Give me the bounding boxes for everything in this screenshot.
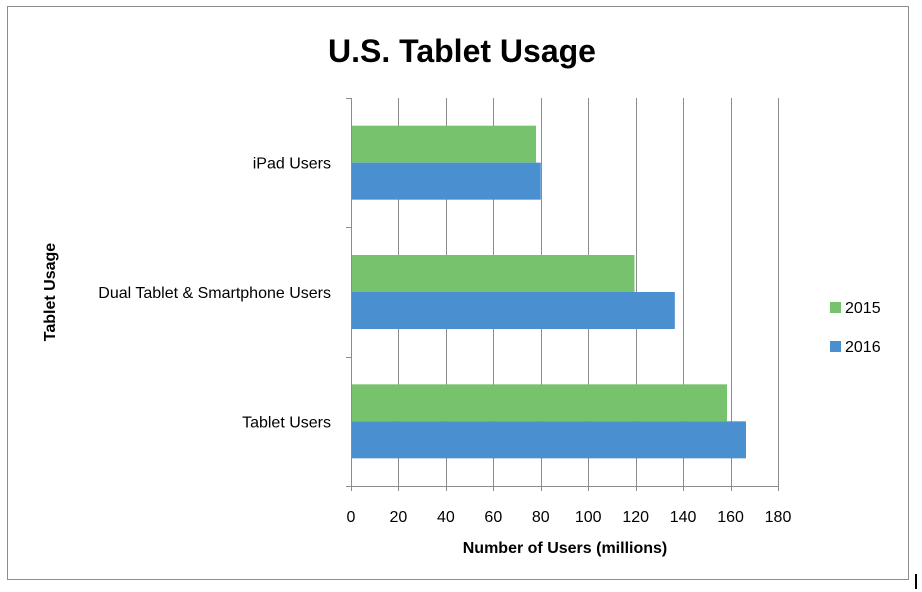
y-tick-labels: Tablet Users Dual Tablet & Smartphone Use… (98, 156, 331, 432)
bar-2015-0 (351, 384, 727, 422)
bar-2015-2 (351, 125, 537, 163)
chart-title: U.S. Tablet Usage (328, 33, 596, 69)
bar-2015-1 (351, 255, 635, 292)
x-tick-labels: 0 20 40 60 80 100 120 140 160 180 (347, 509, 792, 526)
x-tick-label-0: 0 (347, 509, 356, 526)
y-tick-label-1: Dual Tablet & Smartphone Users (98, 285, 331, 302)
legend-swatch-2015 (830, 302, 841, 313)
x-tick-label-160: 160 (717, 509, 744, 526)
x-axis-title: Number of Users (millions) (463, 540, 667, 557)
x-tick-label-140: 140 (670, 509, 697, 526)
x-tick-label-120: 120 (622, 509, 649, 526)
y-tick-label-0: Tablet Users (242, 414, 331, 431)
edge-mark (915, 574, 917, 589)
bar-2016-1 (351, 292, 675, 329)
x-tick-label-80: 80 (532, 509, 550, 526)
y-axis-title: Tablet Usage (42, 243, 59, 342)
x-tick-label-20: 20 (390, 509, 408, 526)
legend: 2015 2016 (830, 300, 881, 356)
legend-swatch-2016 (830, 341, 841, 352)
x-tick-label-60: 60 (484, 509, 502, 526)
legend-label-2015: 2015 (845, 300, 881, 317)
x-tick-label-100: 100 (575, 509, 602, 526)
x-tick-label-180: 180 (765, 509, 792, 526)
x-tick-label-40: 40 (437, 509, 455, 526)
legend-label-2016: 2016 (845, 339, 881, 356)
bar-2016-2 (351, 162, 541, 200)
bar-2016-0 (351, 421, 746, 459)
axes (346, 98, 779, 491)
y-tick-label-2: iPad Users (253, 156, 331, 173)
bars (351, 125, 746, 459)
